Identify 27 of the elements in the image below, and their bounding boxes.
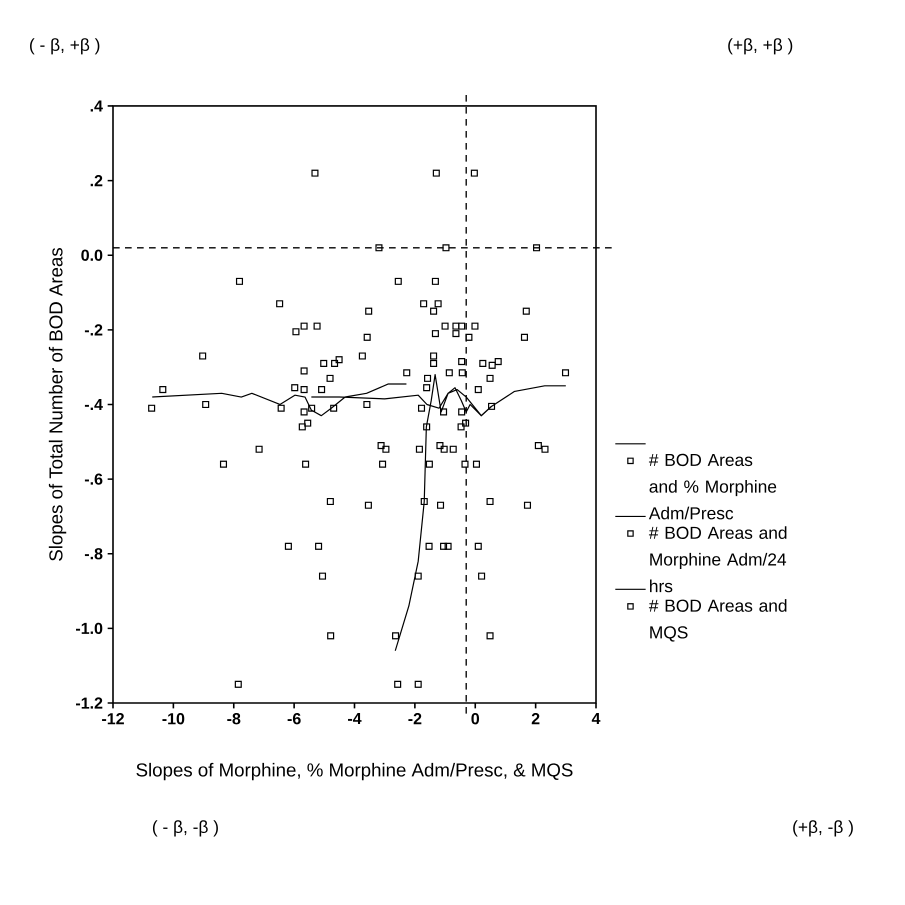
text: ( - β, +β ): [30, 38, 100, 54]
y-tick-label: -1.2: [76, 697, 102, 709]
x-tick-label: -2: [408, 713, 422, 724]
legend-label: # BOD Areas and MQS: [648, 599, 786, 642]
x-tick-label: -6: [288, 713, 301, 724]
y-tick-label: -.8: [84, 548, 102, 560]
x-tick-label: -10: [162, 713, 184, 724]
x-tick-label: 0: [471, 713, 480, 724]
text: (+β, -β ): [793, 820, 853, 836]
x-tick-label: -4: [348, 713, 362, 724]
text: (+β, +β ): [728, 38, 792, 54]
legend-label: # BOD Areas and Morphine Adm/24 hrs: [648, 526, 786, 592]
x-axis-title: Slopes of Morphine, % Morphine Adm/Presc, & MQS: [136, 762, 573, 780]
y-tick-label: .2: [90, 175, 102, 186]
x-tick-label: -12: [102, 713, 124, 724]
legend-label: # BOD Areas and % Morphine Adm/Presc: [648, 454, 776, 520]
x-tick-label: 2: [532, 713, 540, 724]
y-tick-label: -1.0: [76, 622, 102, 634]
y-tick-label: 0.0: [81, 250, 102, 261]
y-axis-title: Slopes of Total Number of BOD Areas: [48, 248, 66, 561]
y-tick-label: .4: [90, 100, 103, 112]
x-tick-label: -8: [227, 713, 240, 724]
y-tick-label: -.6: [84, 473, 102, 485]
text: ( - β, -β ): [152, 820, 218, 836]
y-tick-label: -.4: [84, 398, 103, 410]
y-tick-label: -.2: [84, 324, 102, 336]
x-tick-label: 4: [592, 713, 600, 724]
